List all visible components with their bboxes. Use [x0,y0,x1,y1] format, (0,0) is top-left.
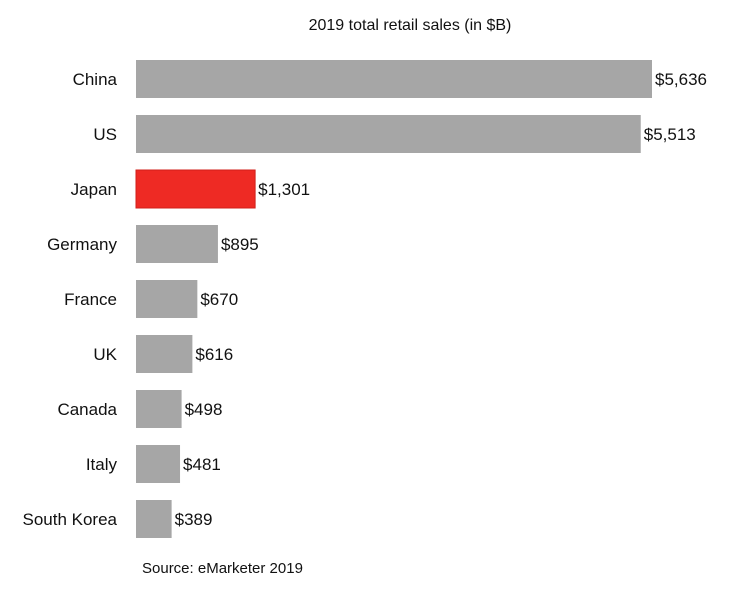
bar-us [136,115,641,153]
data-label: $895 [221,235,259,254]
data-label: $481 [183,455,221,474]
data-label: $670 [200,290,238,309]
data-label: $498 [185,400,223,419]
bar-china [136,60,652,98]
category-label: Japan [71,180,117,199]
category-label: UK [93,345,117,364]
data-label: $616 [195,345,233,364]
bar-canada [136,390,182,428]
bar-south-korea [136,500,172,538]
bar-italy [136,445,181,483]
category-label: US [93,125,117,144]
category-label: Canada [57,400,117,419]
data-label: $5,636 [655,70,707,89]
category-label: Germany [47,235,117,254]
bar-japan [135,169,256,209]
category-label: France [64,290,117,309]
category-label: South Korea [22,510,117,529]
bar-germany [136,225,218,263]
data-label: $5,513 [644,125,696,144]
bar-france [136,280,198,318]
category-label: Italy [86,455,118,474]
data-label: $1,301 [258,180,310,199]
chart-source: Source: eMarketer 2019 [142,560,303,577]
bar-uk [136,335,193,373]
data-label: $389 [175,510,213,529]
chart-title: 2019 total retail sales (in $B) [309,17,512,34]
category-label: China [73,70,118,89]
